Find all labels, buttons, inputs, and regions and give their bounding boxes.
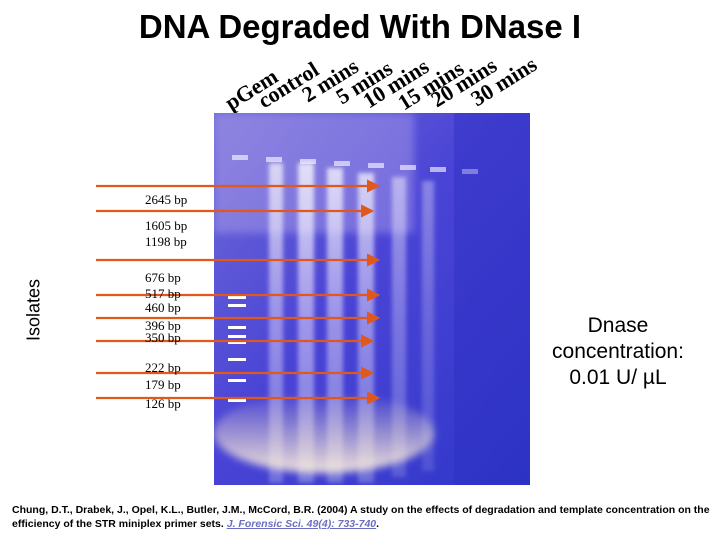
bp-label-2645: 2645 bp: [145, 192, 188, 207]
citation: Chung, D.T., Drabek, J., Opel, K.L., But…: [12, 503, 712, 531]
bp-label-396: 396 bp: [145, 318, 181, 333]
bp-label-460: 460 bp: [145, 300, 181, 315]
bp-label-517: 517 bp: [145, 286, 181, 301]
bp-label-222: 222 bp: [145, 360, 181, 375]
bp-label-676: 676 bp: [145, 270, 181, 285]
citation-link[interactable]: J. Forensic Sci. 49(4): 733-740: [226, 518, 377, 530]
isolates-label: Isolates: [23, 278, 44, 342]
bp-label-179: 179 bp: [145, 377, 181, 392]
concentration-line-2: concentration:: [552, 340, 684, 363]
bp-label-1605: 1605 bp: [145, 218, 188, 233]
bp-label-126: 126 bp: [145, 396, 181, 411]
slide-title: DNA Degraded With DNase I: [138, 8, 582, 45]
citation-end: .: [376, 518, 380, 530]
citation-text: Chung, D.T., Drabek, J., Opel, K.L., But…: [12, 504, 710, 530]
concentration-line-1: Dnase: [587, 314, 649, 337]
bp-label-350: 350 bp: [145, 330, 181, 345]
bp-label-1198: 1198 bp: [145, 234, 187, 249]
concentration-note: Dnase concentration: 0.01 U/ µL: [520, 313, 716, 391]
concentration-line-3: 0.01 U/ µL: [569, 366, 667, 389]
